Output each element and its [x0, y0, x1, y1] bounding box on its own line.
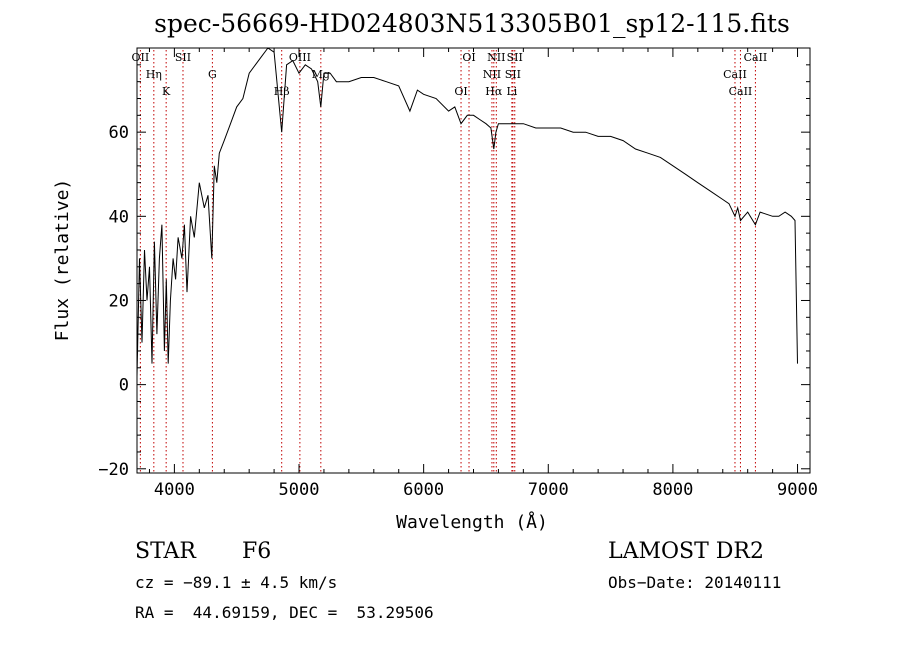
line-marker-label: OI: [454, 85, 467, 98]
x-axis-label: Wavelength (Å): [396, 511, 548, 533]
line-marker-label: SII: [175, 51, 191, 64]
y-axis-label: Flux (relative): [52, 179, 73, 342]
y-tick-label: −20: [98, 460, 129, 480]
line-markers: [139, 50, 756, 472]
y-axis: −20 0 20 40 60: [98, 64, 810, 480]
object-subclass: F6: [242, 539, 272, 564]
x-tick-label: 5000: [279, 480, 320, 500]
line-marker-label: OII: [132, 51, 150, 64]
obs-date: Obs−Date: 20140111: [608, 573, 782, 592]
x-axis: 4000 5000 6000 7000 8000 9000: [148, 48, 818, 500]
line-marker-label: SII: [507, 51, 523, 64]
line-marker-labels: OIIHηKSIIGHβOIIIMgOIOINIIHαNIISIILiSIICa…: [132, 51, 768, 98]
chart-title: spec-56669-HD024803N513305B01_sp12-115.f…: [154, 9, 790, 38]
line-marker-label: NII: [483, 68, 501, 81]
line-marker-label: CaII: [723, 68, 747, 81]
object-class: STAR: [135, 539, 196, 564]
line-marker-label: G: [208, 68, 217, 81]
line-marker-label: CaII: [729, 85, 753, 98]
line-marker-label: Hη: [146, 68, 162, 81]
x-tick-label: 9000: [777, 480, 818, 500]
x-tick-label: 8000: [652, 480, 693, 500]
survey-name: LAMOST DR2: [608, 539, 764, 564]
coordinates: RA = 44.69159, DEC = 53.29506: [135, 603, 434, 622]
plot-frame: [136, 47, 811, 474]
line-marker-label: SII: [505, 68, 521, 81]
line-marker-label: Hα: [485, 85, 503, 98]
line-marker-label: Li: [506, 85, 517, 98]
x-tick-label: 7000: [528, 480, 569, 500]
y-tick-label: 40: [109, 207, 129, 227]
y-tick-label: 20: [109, 291, 129, 311]
line-marker-label: CaII: [744, 51, 768, 64]
x-tick-label: 4000: [154, 480, 195, 500]
line-marker-label: K: [162, 85, 171, 98]
line-marker-label: OIII: [289, 51, 311, 64]
redshift-cz: cz = −89.1 ± 4.5 km/s: [135, 573, 338, 592]
line-marker-label: Hβ: [274, 85, 290, 98]
y-tick-label: 60: [109, 123, 129, 143]
x-tick-label: 6000: [403, 480, 444, 500]
line-marker-label: NII: [487, 51, 505, 64]
spectrum-line: [136, 47, 798, 377]
line-marker-label: OI: [462, 51, 475, 64]
y-tick-label: 0: [119, 376, 129, 396]
